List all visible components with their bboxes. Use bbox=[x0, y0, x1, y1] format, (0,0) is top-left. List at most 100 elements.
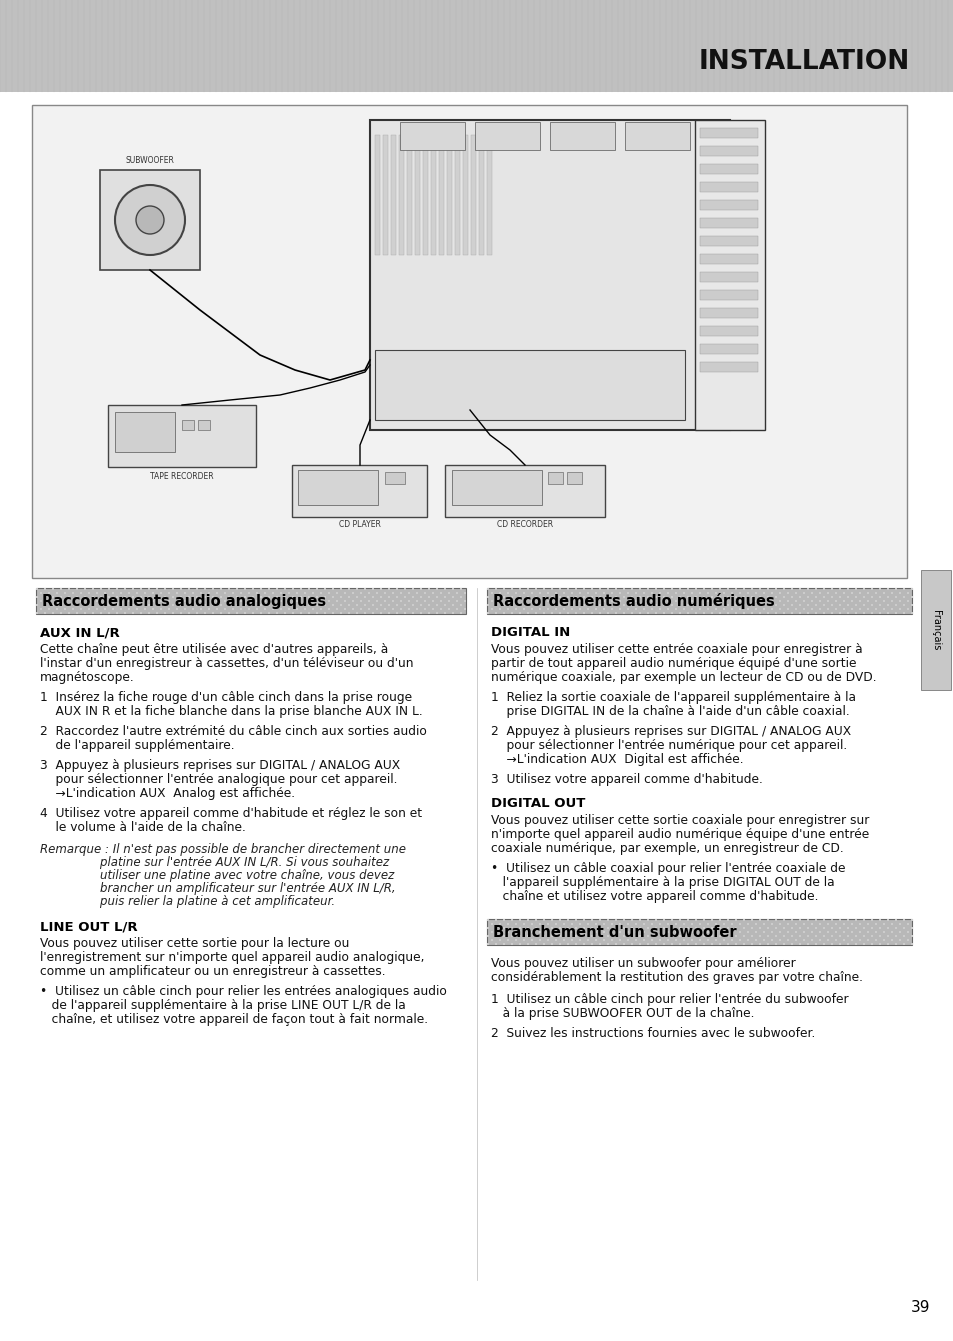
Bar bbox=[659, 591, 660, 594]
Bar bbox=[799, 943, 801, 945]
Bar bbox=[515, 599, 517, 602]
Bar bbox=[264, 607, 266, 610]
Bar bbox=[412, 611, 414, 614]
Bar bbox=[100, 170, 200, 270]
Text: SUBWOOFER: SUBWOOFER bbox=[126, 156, 174, 165]
Bar bbox=[846, 603, 848, 606]
Bar bbox=[878, 943, 880, 945]
Bar bbox=[682, 939, 684, 941]
Bar bbox=[695, 587, 697, 590]
Bar bbox=[235, 603, 237, 606]
Bar bbox=[846, 943, 848, 945]
Bar bbox=[726, 919, 728, 921]
Bar bbox=[894, 927, 896, 929]
Bar bbox=[443, 611, 446, 614]
Bar bbox=[818, 931, 821, 933]
Bar bbox=[734, 611, 737, 614]
Bar bbox=[538, 591, 540, 594]
Bar bbox=[675, 591, 677, 594]
Bar bbox=[416, 591, 417, 594]
Bar bbox=[878, 927, 880, 929]
Bar bbox=[195, 587, 198, 590]
Bar bbox=[746, 939, 748, 941]
Bar bbox=[502, 919, 504, 921]
Bar bbox=[662, 603, 664, 606]
Bar bbox=[495, 595, 497, 598]
Bar bbox=[415, 135, 419, 255]
Bar bbox=[886, 595, 888, 598]
Bar bbox=[598, 603, 600, 606]
Bar bbox=[842, 939, 844, 941]
Bar bbox=[646, 587, 648, 590]
Bar bbox=[558, 935, 560, 937]
Bar bbox=[618, 931, 620, 933]
Bar bbox=[344, 599, 346, 602]
Bar bbox=[255, 599, 257, 602]
Bar bbox=[682, 931, 684, 933]
Bar bbox=[662, 587, 664, 590]
Bar bbox=[515, 923, 517, 925]
Bar bbox=[284, 603, 286, 606]
Bar bbox=[120, 591, 122, 594]
Bar bbox=[486, 587, 489, 590]
Bar bbox=[762, 939, 764, 941]
Bar bbox=[128, 599, 130, 602]
Bar bbox=[686, 611, 688, 614]
Bar bbox=[168, 591, 170, 594]
Bar bbox=[195, 603, 198, 606]
Bar bbox=[195, 611, 198, 614]
Bar bbox=[706, 939, 708, 941]
Bar bbox=[662, 919, 664, 921]
Bar bbox=[739, 931, 740, 933]
Bar bbox=[618, 939, 620, 941]
Bar bbox=[148, 611, 150, 614]
Bar bbox=[675, 939, 677, 941]
Bar bbox=[662, 927, 664, 929]
Bar bbox=[398, 135, 403, 255]
Bar bbox=[295, 591, 297, 594]
Bar bbox=[862, 595, 864, 598]
Bar bbox=[806, 595, 808, 598]
Bar bbox=[606, 935, 608, 937]
Bar bbox=[108, 611, 110, 614]
Bar bbox=[546, 591, 548, 594]
Bar bbox=[615, 595, 617, 598]
Bar bbox=[590, 611, 593, 614]
Bar bbox=[244, 587, 246, 590]
Bar bbox=[779, 607, 781, 610]
Bar bbox=[575, 927, 577, 929]
Bar bbox=[610, 923, 613, 925]
Bar bbox=[140, 611, 142, 614]
Bar bbox=[838, 611, 841, 614]
Bar bbox=[248, 607, 250, 610]
Bar bbox=[535, 927, 537, 929]
Bar bbox=[858, 939, 861, 941]
Bar bbox=[854, 943, 856, 945]
Bar bbox=[598, 587, 600, 590]
Bar bbox=[759, 603, 760, 606]
Bar bbox=[562, 931, 564, 933]
Bar bbox=[618, 923, 620, 925]
Bar bbox=[68, 595, 70, 598]
Bar bbox=[495, 919, 497, 921]
Bar bbox=[526, 935, 529, 937]
Bar bbox=[894, 935, 896, 937]
Bar bbox=[910, 611, 912, 614]
Bar bbox=[646, 603, 648, 606]
Bar bbox=[858, 607, 861, 610]
Bar bbox=[370, 119, 729, 430]
Bar bbox=[535, 935, 537, 937]
Bar bbox=[630, 595, 633, 598]
Bar bbox=[834, 599, 836, 602]
Bar bbox=[894, 611, 896, 614]
Bar bbox=[838, 935, 841, 937]
Bar bbox=[786, 607, 788, 610]
Bar bbox=[84, 595, 86, 598]
Bar bbox=[339, 587, 341, 590]
Bar bbox=[385, 472, 405, 484]
Text: Remarque : Il n'est pas possible de brancher directement une: Remarque : Il n'est pas possible de bran… bbox=[40, 843, 406, 856]
Bar bbox=[235, 611, 237, 614]
Bar bbox=[212, 611, 213, 614]
Bar bbox=[862, 919, 864, 921]
Bar bbox=[518, 935, 520, 937]
